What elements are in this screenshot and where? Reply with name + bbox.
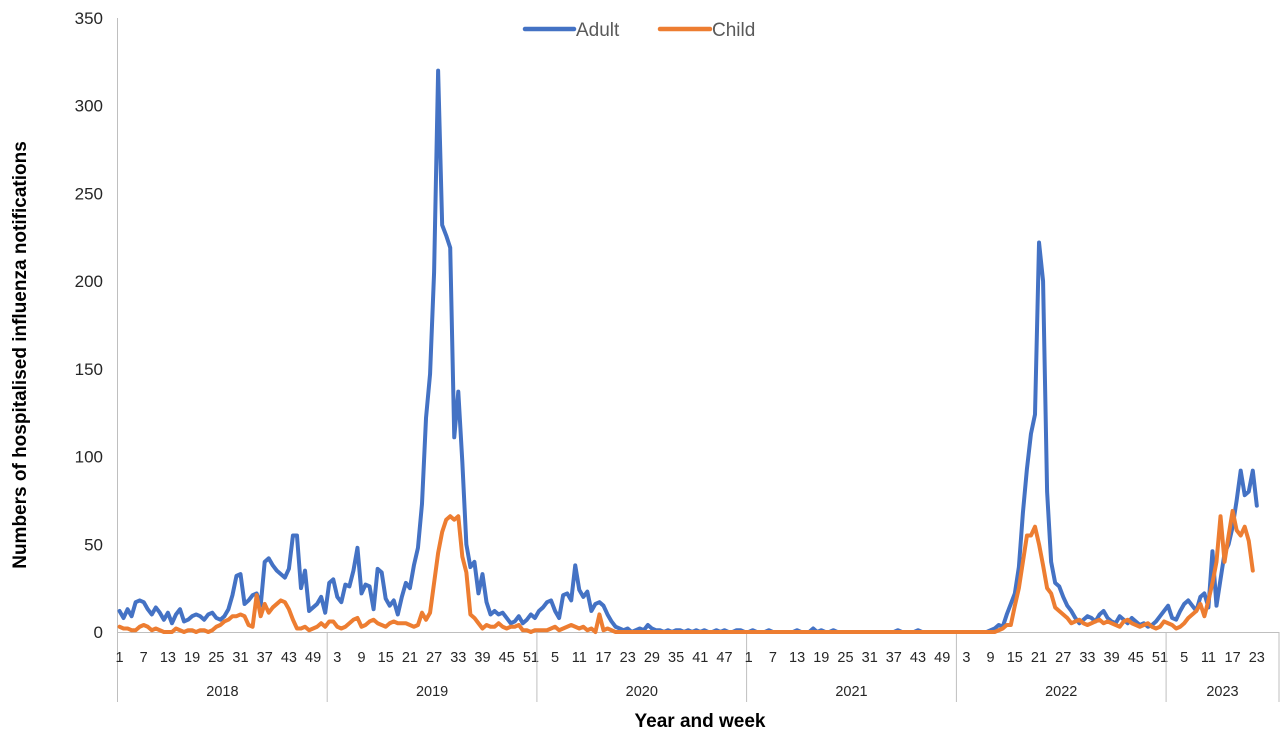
x-tick-label: 5 (1180, 650, 1188, 666)
x-tick-label: 31 (232, 650, 248, 666)
x-tick-label: 19 (184, 650, 200, 666)
x-tick-label: 13 (160, 650, 176, 666)
x-tick-label: 19 (813, 650, 829, 666)
x-tick-label: 27 (426, 650, 442, 666)
x-tick-label: 37 (257, 650, 273, 666)
x-tick-label: 47 (716, 650, 732, 666)
y-tick-label: 250 (75, 184, 103, 203)
x-tick-label: 21 (402, 650, 418, 666)
x-tick-label: 11 (1201, 650, 1216, 666)
x-tick-label: 51 (523, 650, 539, 666)
year-label: 2021 (835, 684, 867, 700)
legend-label-child: Child (712, 20, 755, 41)
x-tick-label: 33 (450, 650, 466, 666)
x-tick-label: 23 (1249, 650, 1265, 666)
x-tick-label: 45 (1128, 650, 1144, 666)
x-tick-label: 15 (1007, 650, 1023, 666)
x-tick-label: 35 (668, 650, 684, 666)
x-tick-label: 13 (789, 650, 805, 666)
legend: Adult Child (522, 20, 755, 41)
series-line-adult (117, 68, 1259, 634)
y-axis-title: Numbers of hospitalised influenza notifi… (10, 141, 31, 569)
year-label: 2019 (416, 684, 448, 700)
y-tick-label: 350 (75, 9, 103, 28)
y-tick-label: 100 (75, 448, 103, 467)
year-label: 2020 (626, 684, 658, 700)
year-label: 2018 (206, 684, 238, 700)
x-tick-label: 9 (357, 650, 365, 666)
x-tick-label: 5 (551, 650, 559, 666)
x-tick-label: 29 (644, 650, 660, 666)
x-tick-label: 15 (378, 650, 394, 666)
x-tick-label: 41 (692, 650, 708, 666)
y-axis: 0 50 100 150 200 250 300 350 (75, 9, 118, 642)
x-tick-label: 43 (910, 650, 926, 666)
y-tick-label: 200 (75, 272, 103, 291)
x-tick-label: 1 (115, 650, 123, 666)
x-tick-label: 3 (962, 650, 970, 666)
x-tick-label: 7 (769, 650, 777, 666)
x-tick-label: 31 (862, 650, 878, 666)
x-tick-label: 25 (837, 650, 853, 666)
x-tick-label: 9 (987, 650, 995, 666)
y-tick-labels: 0 50 100 150 200 250 300 350 (75, 9, 103, 642)
x-tick-label: 49 (934, 650, 950, 666)
x-tick-label: 49 (305, 650, 321, 666)
x-tick-label: 45 (499, 650, 515, 666)
x-tick-label: 11 (572, 650, 587, 666)
y-tick-label: 50 (84, 535, 103, 554)
x-tick-label: 39 (474, 650, 490, 666)
year-label: 2023 (1206, 684, 1238, 700)
x-tick-label: 7 (140, 650, 148, 666)
x-tick-label: 23 (620, 650, 636, 666)
x-tick-label: 37 (886, 650, 902, 666)
legend-item-child: Child (657, 20, 755, 41)
x-tick-label: 3 (333, 650, 341, 666)
y-tick-label: 150 (75, 360, 103, 379)
x-tick-label: 25 (208, 650, 224, 666)
x-axis-title: Year and week (635, 711, 766, 732)
y-tick-label: 0 (94, 623, 103, 642)
y-tick-label: 300 (75, 97, 103, 116)
x-tick-label: 27 (1055, 650, 1071, 666)
x-tick-label: 33 (1079, 650, 1095, 666)
series-lines (117, 68, 1259, 634)
x-tick-label: 21 (1031, 650, 1047, 666)
x-tick-label: 51 (1152, 650, 1168, 666)
x-tick-label: 39 (1104, 650, 1120, 666)
year-label: 2022 (1045, 684, 1077, 700)
x-tick-label: 17 (595, 650, 611, 666)
x-tick-label: 17 (1225, 650, 1241, 666)
x-tick-label: 43 (281, 650, 297, 666)
legend-item-adult: Adult (522, 20, 620, 41)
series-line-child (117, 508, 1255, 634)
x-tick-label: 1 (745, 650, 753, 666)
legend-label-adult: Adult (576, 20, 620, 41)
